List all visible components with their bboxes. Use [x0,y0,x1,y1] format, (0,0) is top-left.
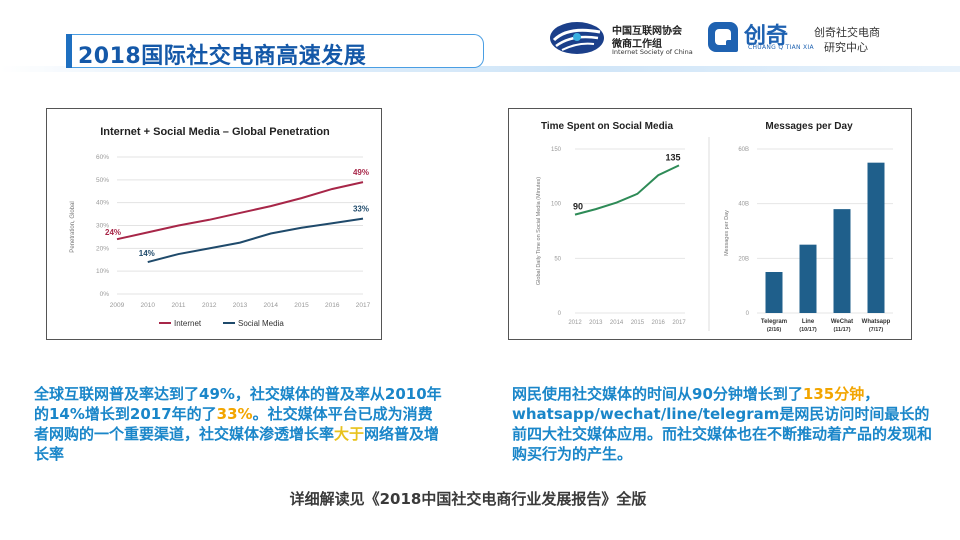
cq-logo-line1: 创奇社交电商 [814,26,880,39]
summary-text: ，whatsapp/wechat/line/telegram是网民访问时间最长的… [512,385,933,463]
social-media-charts: Time Spent on Social Media Messages per … [536,121,893,333]
page-title: 2018国际社交电商高速发展 [78,44,367,69]
summary-text: 全球互联网普及率达到了49%，社交媒体的普及率从2010年的14%增长到2017… [34,385,442,423]
time-y-axis-label: Global Daily Time on Social Media (Minut… [536,177,542,285]
summary-text: 网络普及增长率 [34,425,440,463]
cq-logo-name: 创奇 [744,24,789,49]
bar-whatsapp [867,162,885,313]
internet-series-line [116,181,364,241]
x-tick-label: 2014 [610,320,624,326]
x-tick-label: 2017 [356,302,371,309]
bar-telegram [765,272,783,313]
data-label-internet-end: 49% [353,168,369,177]
footer-text: 详细解读见《2018中国社交电商行业发展报告》全版 [289,490,647,508]
summary-text: 网民使用社交媒体的时间从90分钟增长到了 [512,385,803,403]
y-axis-label: Penetration, Global [70,201,76,252]
x-tick-label: 2017 [672,320,686,326]
y-tick-label: 100 [551,202,562,208]
title-accent-bar [66,34,72,68]
x-tick-label: 2013 [589,320,603,326]
y-tick-label: 20B [738,256,749,262]
x-tick-label: 2010 [141,302,156,309]
bar-line [799,244,817,313]
y-tick-label: 50% [96,177,109,184]
penetration-chart: Internet + Social Media – Global Penetra… [70,126,371,328]
y-tick-label: 20% [96,245,109,252]
cq-logo-line2: 研究中心 [824,41,868,54]
category-label: WeChat [831,319,853,325]
time-spent-series-line [574,164,680,216]
summary-text: 。社交媒体平台已成为消费者网购的一个重要渠道，社交媒体渗透增长率 [34,405,433,443]
y-tick-label: 0 [558,311,562,317]
penetration-chart-frame: Internet + Social Media – Global Penetra… [46,108,382,340]
y-tick-label: 150 [551,147,562,153]
y-tick-label: 0 [746,311,750,317]
messages-y-axis-label: Messages per Day [724,210,730,256]
x-tick-label: 2012 [202,302,217,309]
category-label: Telegram [761,319,787,325]
legend-label-social: Social Media [238,319,284,328]
y-tick-label: 10% [96,268,109,275]
cq-logo-pinyin: CHUANG Q TIAN XIA [748,44,814,51]
time-chart-title: Time Spent on Social Media [541,121,674,132]
data-label-social-end: 33% [353,205,369,214]
social-media-series-line [147,217,364,264]
x-tick-label: 2009 [110,302,125,309]
category-label: Whatsapp [862,319,891,325]
isc-logo-line3: Internet Society of China [612,48,693,56]
title-frame [72,34,484,68]
header-rule [0,66,960,72]
x-tick-label: 2016 [652,320,666,326]
data-label-end: 135 [665,152,680,162]
x-tick-label: 2011 [172,302,186,309]
y-tick-label: 50 [554,256,561,262]
cq-logo-icon [708,22,738,52]
time-spent-summary: 网民使用社交媒体的时间从90分钟增长到了135分钟，whatsapp/wecha… [512,384,932,464]
social-media-charts-frame: Time Spent on Social Media Messages per … [508,108,912,340]
isc-logo-line1: 中国互联网协会 [612,26,682,37]
footer-note: 详细解读见《2018中国社交电商行业发展报告》全版 [0,488,960,509]
x-tick-label: 2016 [325,302,340,309]
data-label-social-start: 14% [139,249,155,258]
highlight-greater-than: 大于 [334,425,365,443]
x-tick-label: 2012 [568,320,582,326]
chart-title: Internet + Social Media – Global Penetra… [100,126,330,138]
penetration-summary: 全球互联网普及率达到了49%，社交媒体的普及率从2010年的14%增长到2017… [34,384,444,464]
x-tick-label: 2015 [631,320,645,326]
highlight-33-percent: 33% [216,405,253,423]
y-tick-label: 40% [96,200,109,207]
category-sublabel: (7/17) [869,327,884,333]
legend-label-internet: Internet [174,319,202,328]
category-sublabel: (2/16) [767,327,782,333]
y-tick-label: 0% [100,291,110,298]
category-label: Line [802,319,815,325]
x-tick-label: 2015 [294,302,309,309]
isc-logo-line2: 微商工作组 [612,39,662,50]
category-sublabel: (11/17) [833,327,850,333]
y-tick-label: 30% [96,223,109,230]
messages-chart-title: Messages per Day [765,121,853,132]
category-sublabel: (10/17) [799,327,817,333]
highlight-135-minutes: 135分钟 [802,385,865,403]
y-tick-label: 40B [738,202,749,208]
x-tick-label: 2013 [233,302,248,309]
bar-wechat [833,209,851,313]
x-tick-label: 2014 [264,302,279,309]
y-tick-label: 60B [738,147,749,153]
data-label-start: 90 [573,202,583,212]
y-tick-label: 60% [96,154,109,161]
data-label-internet-start: 24% [105,228,121,237]
isc-logo-icon [550,22,604,54]
